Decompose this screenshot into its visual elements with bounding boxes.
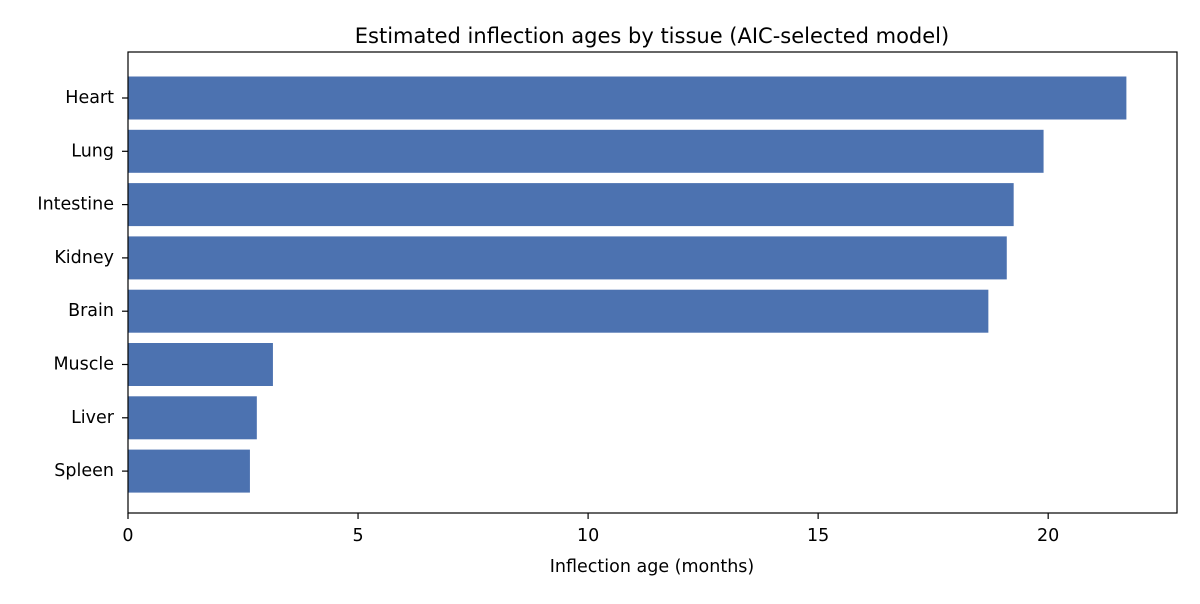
- bars-group: [128, 76, 1127, 493]
- x-tick-label-10: 10: [577, 526, 599, 546]
- bar-lung: [128, 129, 1044, 173]
- x-axis-ticks: 0 5 10 15 20: [122, 513, 1059, 546]
- y-axis-ticks: Heart Lung Intestine Kidney Brain Muscle Liver…: [37, 88, 128, 481]
- x-tick-label-15: 15: [807, 526, 829, 546]
- x-tick-label-5: 5: [352, 526, 363, 546]
- y-tick-label-muscle: Muscle: [53, 355, 114, 375]
- bar-heart: [128, 76, 1127, 120]
- bar-intestine: [128, 183, 1014, 227]
- chart-title: Estimated inflection ages by tissue (AIC…: [355, 24, 949, 48]
- y-tick-label-lung: Lung: [71, 141, 114, 161]
- y-tick-label-liver: Liver: [71, 408, 115, 428]
- y-tick-label-intestine: Intestine: [37, 195, 114, 215]
- bar-spleen: [128, 449, 250, 493]
- y-tick-label-brain: Brain: [68, 301, 114, 321]
- y-tick-label-heart: Heart: [65, 88, 114, 108]
- bar-kidney: [128, 236, 1007, 280]
- y-tick-label-kidney: Kidney: [54, 248, 114, 268]
- x-tick-label-0: 0: [122, 526, 133, 546]
- plot-frame: [127, 51, 1178, 514]
- bar-brain: [128, 289, 989, 333]
- bar-liver: [128, 396, 257, 440]
- x-axis-label: Inflection age (months): [550, 557, 754, 577]
- x-tick-label-20: 20: [1037, 526, 1059, 546]
- bar-muscle: [128, 343, 273, 386]
- y-tick-label-spleen: Spleen: [54, 461, 114, 481]
